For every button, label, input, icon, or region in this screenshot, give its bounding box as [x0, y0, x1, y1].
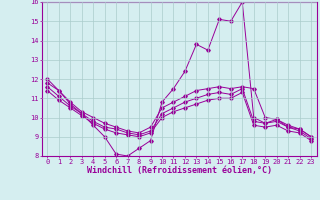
X-axis label: Windchill (Refroidissement éolien,°C): Windchill (Refroidissement éolien,°C) [87, 166, 272, 175]
